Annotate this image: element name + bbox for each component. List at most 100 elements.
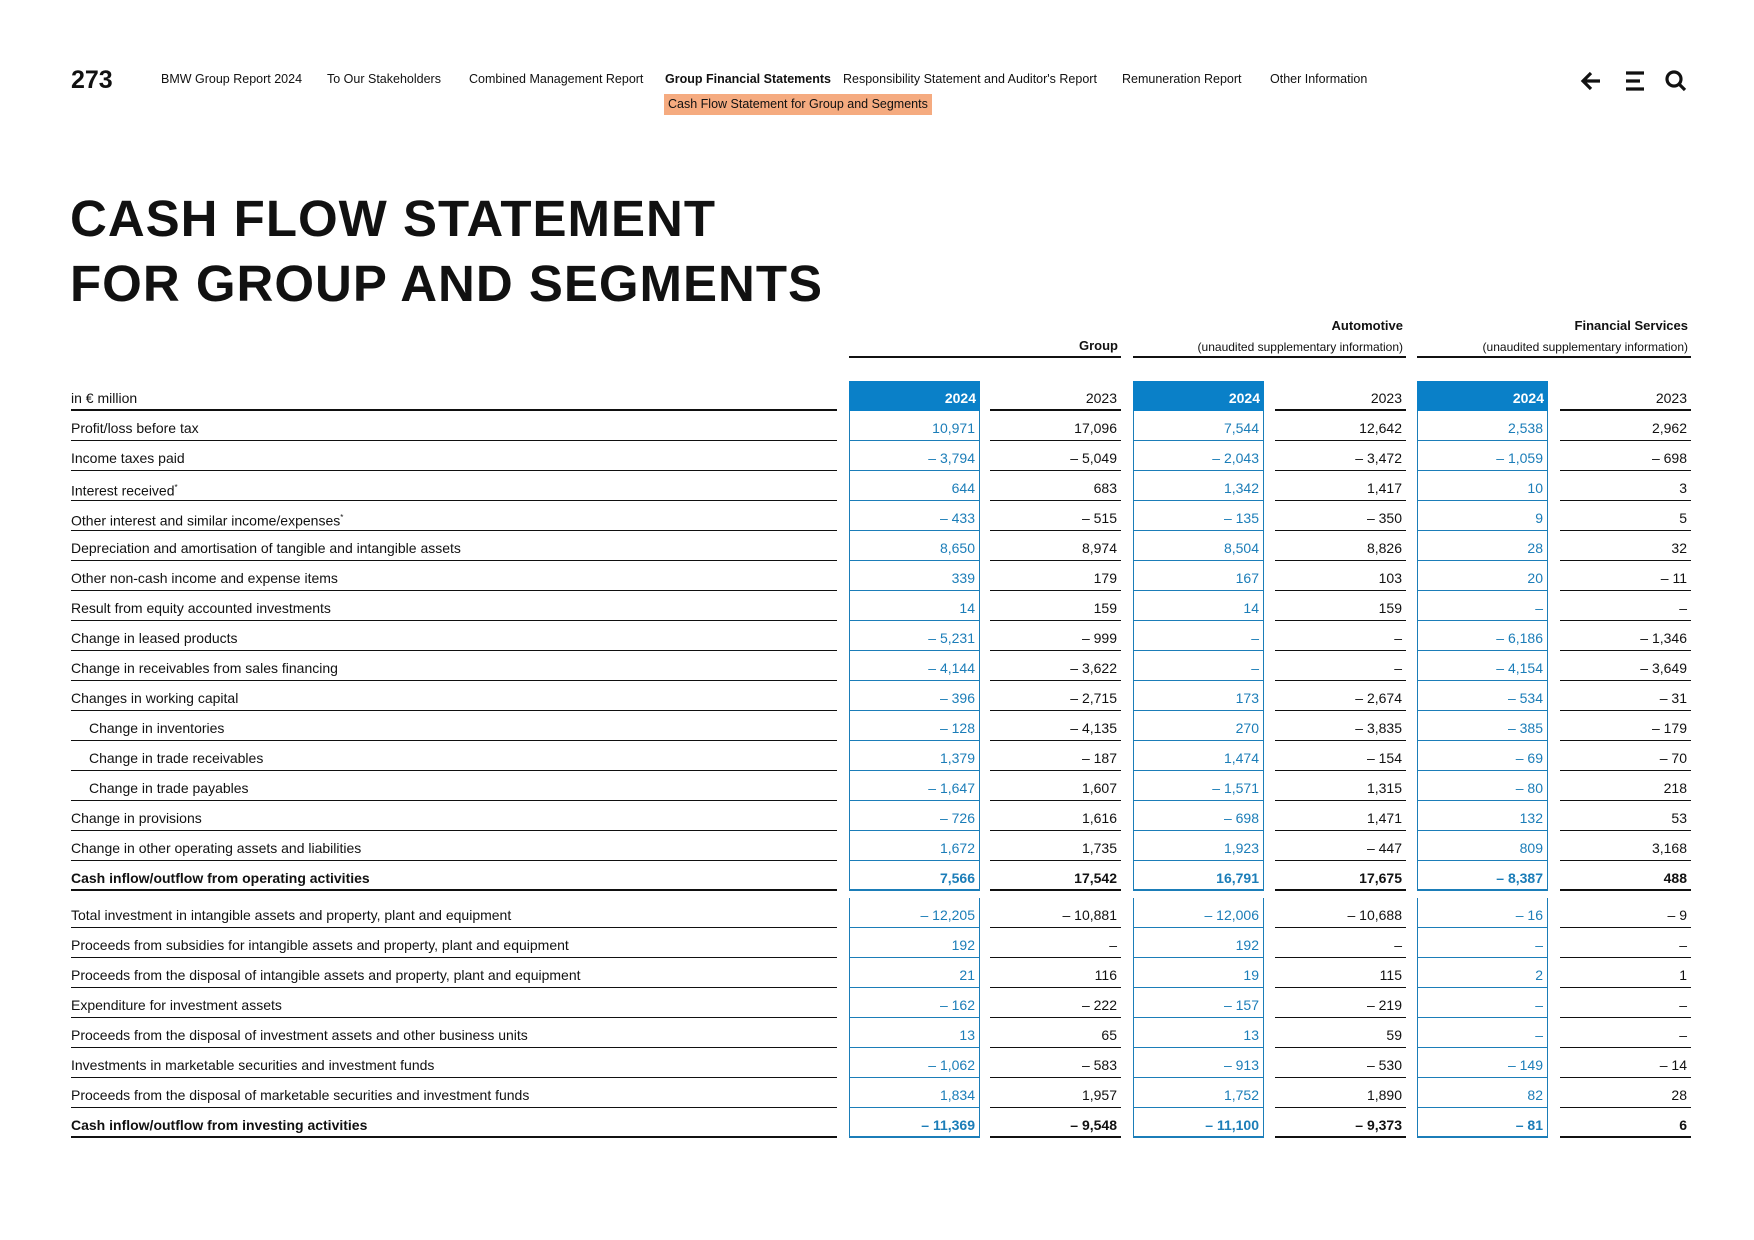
value-cell: 13	[849, 1018, 980, 1048]
row-label: Expenditure for investment assets	[71, 988, 837, 1018]
value-cell: – 9	[1560, 898, 1691, 928]
value-cell: – 433	[849, 501, 980, 531]
back-icon[interactable]	[1580, 71, 1600, 91]
value-cell: – 31	[1560, 681, 1691, 711]
value-cell: – 11	[1560, 561, 1691, 591]
value-cell: 1,752	[1133, 1078, 1264, 1108]
value-cell: 1,890	[1275, 1078, 1406, 1108]
nav-item[interactable]: BMW Group Report 2024	[161, 72, 303, 86]
row-label: Changes in working capital	[71, 681, 837, 711]
value-cell: – 149	[1417, 1048, 1548, 1078]
value-cell: 82	[1417, 1078, 1548, 1108]
value-cell: 192	[849, 928, 980, 958]
label-text: Proceeds from the disposal of marketable…	[71, 1087, 530, 1103]
value-cell: – 913	[1133, 1048, 1264, 1078]
nav-item[interactable]: Responsibility Statement and Auditor's R…	[843, 72, 1097, 86]
value-cell: –	[990, 928, 1121, 958]
value-cell: – 698	[1560, 441, 1691, 471]
value-cell: 1,607	[990, 771, 1121, 801]
value-cell: – 447	[1275, 831, 1406, 861]
value-cell: – 11,100	[1133, 1108, 1264, 1138]
nav-item[interactable]: Remuneration Report	[1122, 72, 1242, 86]
row-label: Cash inflow/outflow from operating activ…	[71, 861, 837, 891]
footnote-mark: *	[340, 513, 344, 522]
value-cell: –	[1560, 928, 1691, 958]
value-cell: – 698	[1133, 801, 1264, 831]
value-cell: – 530	[1275, 1048, 1406, 1078]
value-cell: 20	[1417, 561, 1548, 591]
nav-item[interactable]: To Our Stakeholders	[327, 72, 441, 86]
value-cell: 488	[1560, 861, 1691, 891]
value-cell: – 2,715	[990, 681, 1121, 711]
value-cell: –	[1275, 651, 1406, 681]
row-label: Profit/loss before tax	[71, 411, 837, 441]
label-text: Depreciation and amortisation of tangibl…	[71, 540, 461, 556]
row-label: Change in leased products	[71, 621, 837, 651]
value-cell: –	[1417, 1018, 1548, 1048]
nav-item[interactable]: Combined Management Report	[469, 72, 644, 86]
label-text: Interest received	[71, 482, 175, 499]
value-cell: – 12,006	[1133, 898, 1264, 928]
value-cell: –	[1417, 928, 1548, 958]
value-cell: 1	[1560, 958, 1691, 988]
value-cell: –	[1133, 621, 1264, 651]
label-text: Change in receivables from sales financi…	[71, 660, 338, 676]
nav-item[interactable]: Other Information	[1270, 72, 1368, 86]
value-cell: 173	[1133, 681, 1264, 711]
nav-item[interactable]: Group Financial Statements	[665, 72, 832, 86]
value-cell: 12,642	[1275, 411, 1406, 441]
value-cell: – 10,881	[990, 898, 1121, 928]
value-cell: 2,538	[1417, 411, 1548, 441]
subnav-item[interactable]: Cash Flow Statement for Group and Segmen…	[664, 94, 932, 115]
page-number: 273	[71, 66, 113, 94]
value-cell: 339	[849, 561, 980, 591]
group-rule	[1133, 356, 1406, 358]
row-label: Change in receivables from sales financi…	[71, 651, 837, 681]
row-label: Proceeds from the disposal of intangible…	[71, 958, 837, 988]
value-cell: 2	[1417, 958, 1548, 988]
label-text: Investments in marketable securities and…	[71, 1057, 435, 1073]
value-cell: 10	[1417, 471, 1548, 501]
label-text: Result from equity accounted investments	[71, 600, 331, 616]
value-cell: – 81	[1417, 1108, 1548, 1138]
group-header: Automotive	[1331, 318, 1404, 333]
value-cell: 8,826	[1275, 531, 1406, 561]
value-cell: – 80	[1417, 771, 1548, 801]
year-header: 2024	[1133, 381, 1264, 411]
year-header: 2023	[1275, 381, 1406, 411]
value-cell: – 219	[1275, 988, 1406, 1018]
row-label: Proceeds from subsidies for intangible a…	[71, 928, 837, 958]
title-line: CASH FLOW STATEMENT	[70, 190, 717, 247]
label-text: Change in other operating assets and lia…	[71, 840, 362, 856]
value-cell: –	[1560, 988, 1691, 1018]
value-cell: – 2,043	[1133, 441, 1264, 471]
row-label: Change in inventories	[71, 711, 837, 741]
value-cell: – 515	[990, 501, 1121, 531]
value-cell: – 1,346	[1560, 621, 1691, 651]
group-header: Group	[1079, 338, 1118, 353]
value-cell: 159	[990, 591, 1121, 621]
value-cell: – 999	[990, 621, 1121, 651]
row-label: Income taxes paid	[71, 441, 837, 471]
value-cell: 809	[1417, 831, 1548, 861]
value-cell: 53	[1560, 801, 1691, 831]
label-text: Proceeds from subsidies for intangible a…	[71, 937, 569, 953]
row-label: Proceeds from the disposal of investment…	[71, 1018, 837, 1048]
value-cell: 8,504	[1133, 531, 1264, 561]
value-cell: 10,971	[849, 411, 980, 441]
row-label: Result from equity accounted investments	[71, 591, 837, 621]
search-icon[interactable]	[1665, 70, 1687, 92]
value-cell: 132	[1417, 801, 1548, 831]
value-cell: – 135	[1133, 501, 1264, 531]
menu-icon[interactable]	[1626, 71, 1644, 91]
value-cell: – 162	[849, 988, 980, 1018]
value-cell: – 69	[1417, 741, 1548, 771]
value-cell: – 179	[1560, 711, 1691, 741]
value-cell: 1,957	[990, 1078, 1121, 1108]
value-cell: 270	[1133, 711, 1264, 741]
value-cell: 1,379	[849, 741, 980, 771]
value-cell: –	[1417, 988, 1548, 1018]
value-cell: – 1,062	[849, 1048, 980, 1078]
value-cell: – 70	[1560, 741, 1691, 771]
